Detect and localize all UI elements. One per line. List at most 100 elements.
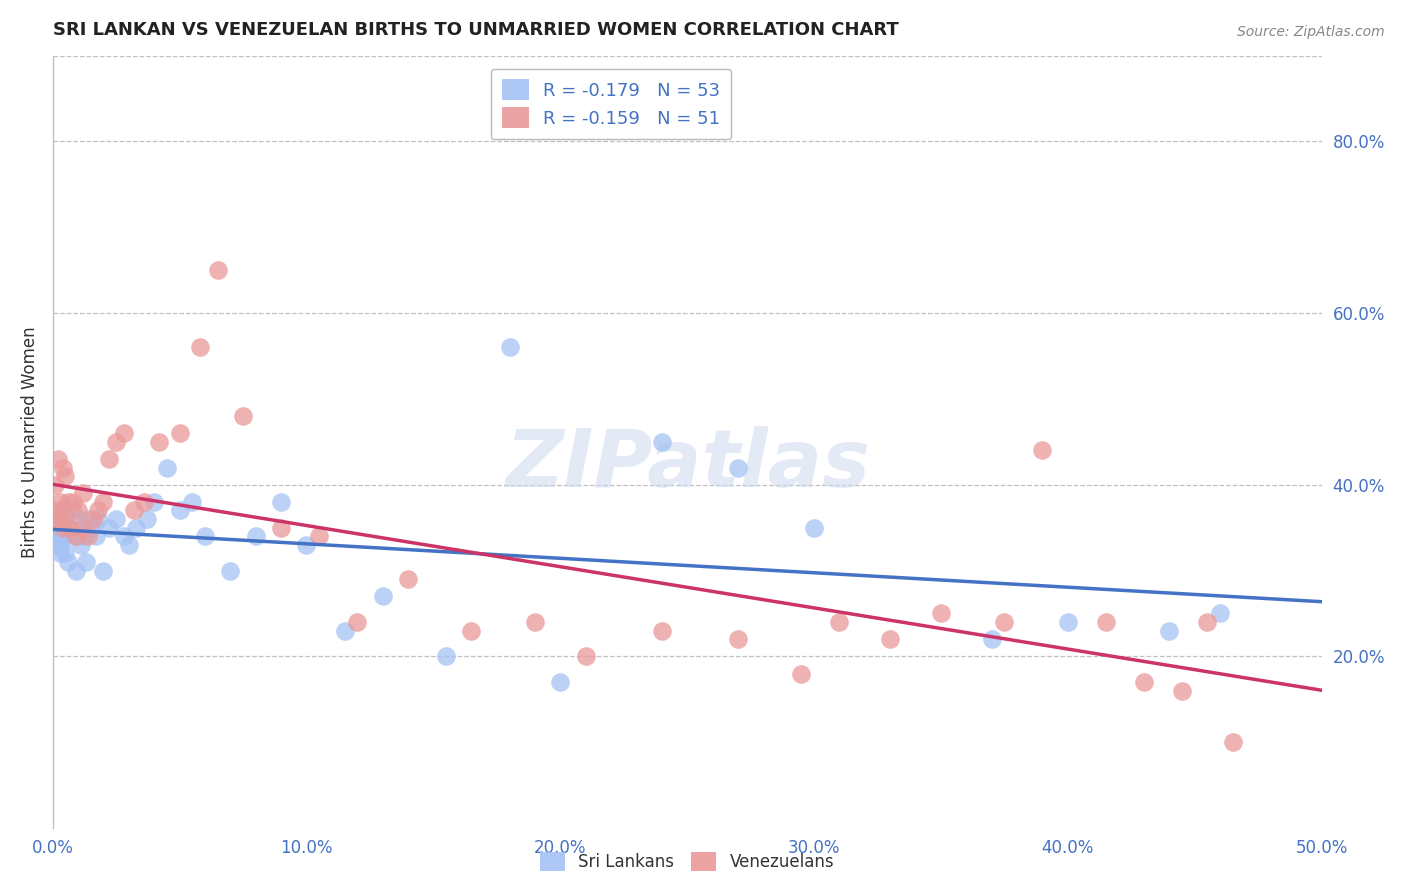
Point [44, 477, 66, 491]
Point [46, 529, 69, 543]
Point [56, 555, 79, 569]
Point [46, 452, 69, 467]
Point [55, 469, 77, 483]
Point [333, 624, 356, 638]
Point [52, 529, 75, 543]
Point [295, 538, 318, 552]
Point [49, 521, 72, 535]
Point [929, 607, 952, 621]
Legend: Sri Lankans, Venezuelans: Sri Lankans, Venezuelans [533, 845, 841, 878]
Point [67, 512, 90, 526]
Point [245, 529, 267, 543]
Point [77, 512, 100, 526]
Point [67, 503, 90, 517]
Y-axis label: Births to Unmarried Women: Births to Unmarried Women [21, 326, 39, 558]
Point [1031, 443, 1053, 458]
Point [46, 512, 69, 526]
Point [55, 512, 77, 526]
Point [105, 512, 128, 526]
Point [270, 521, 292, 535]
Point [828, 615, 851, 629]
Point [727, 460, 749, 475]
Point [219, 564, 242, 578]
Point [52, 521, 75, 535]
Point [188, 340, 211, 354]
Point [67, 529, 90, 543]
Point [879, 632, 901, 647]
Point [1133, 675, 1156, 690]
Point [93, 495, 115, 509]
Point [169, 503, 191, 517]
Text: ZIPatlas: ZIPatlas [505, 426, 870, 504]
Point [132, 495, 155, 509]
Point [1095, 615, 1118, 629]
Point [49, 512, 72, 526]
Point [1159, 624, 1181, 638]
Point [232, 409, 254, 423]
Point [523, 615, 546, 629]
Point [112, 529, 135, 543]
Point [49, 495, 72, 509]
Point [59, 529, 82, 543]
Point [52, 460, 75, 475]
Point [62, 495, 84, 509]
Point [993, 615, 1015, 629]
Point [169, 426, 191, 441]
Point [1197, 615, 1219, 629]
Point [49, 538, 72, 552]
Point [97, 521, 120, 535]
Point [112, 426, 135, 441]
Point [346, 615, 368, 629]
Point [72, 529, 94, 543]
Point [52, 503, 75, 517]
Point [156, 460, 179, 475]
Point [980, 632, 1002, 647]
Point [125, 521, 148, 535]
Point [651, 434, 673, 449]
Point [1209, 607, 1232, 621]
Point [55, 529, 77, 543]
Point [56, 495, 79, 509]
Point [498, 340, 520, 354]
Point [93, 564, 115, 578]
Point [181, 495, 204, 509]
Point [148, 434, 170, 449]
Point [87, 512, 110, 526]
Point [135, 512, 157, 526]
Point [727, 632, 749, 647]
Point [1222, 735, 1244, 749]
Point [460, 624, 482, 638]
Point [122, 503, 145, 517]
Point [84, 529, 107, 543]
Point [44, 512, 66, 526]
Point [69, 538, 91, 552]
Point [87, 503, 110, 517]
Point [194, 529, 217, 543]
Point [65, 564, 87, 578]
Point [803, 521, 825, 535]
Point [59, 521, 82, 535]
Point [143, 495, 166, 509]
Point [55, 546, 77, 560]
Text: Source: ZipAtlas.com: Source: ZipAtlas.com [1237, 25, 1385, 39]
Point [77, 529, 100, 543]
Point [548, 675, 571, 690]
Point [75, 555, 97, 569]
Point [82, 512, 104, 526]
Point [371, 589, 394, 603]
Point [65, 529, 87, 543]
Point [434, 649, 457, 664]
Point [49, 546, 72, 560]
Point [270, 495, 292, 509]
Point [69, 521, 91, 535]
Point [46, 503, 69, 517]
Text: SRI LANKAN VS VENEZUELAN BIRTHS TO UNMARRIED WOMEN CORRELATION CHART: SRI LANKAN VS VENEZUELAN BIRTHS TO UNMAR… [52, 21, 898, 39]
Point [207, 263, 229, 277]
Point [80, 521, 103, 535]
Point [105, 434, 128, 449]
Point [44, 521, 66, 535]
Point [1056, 615, 1078, 629]
Point [97, 452, 120, 467]
Point [56, 521, 79, 535]
Point [72, 486, 94, 500]
